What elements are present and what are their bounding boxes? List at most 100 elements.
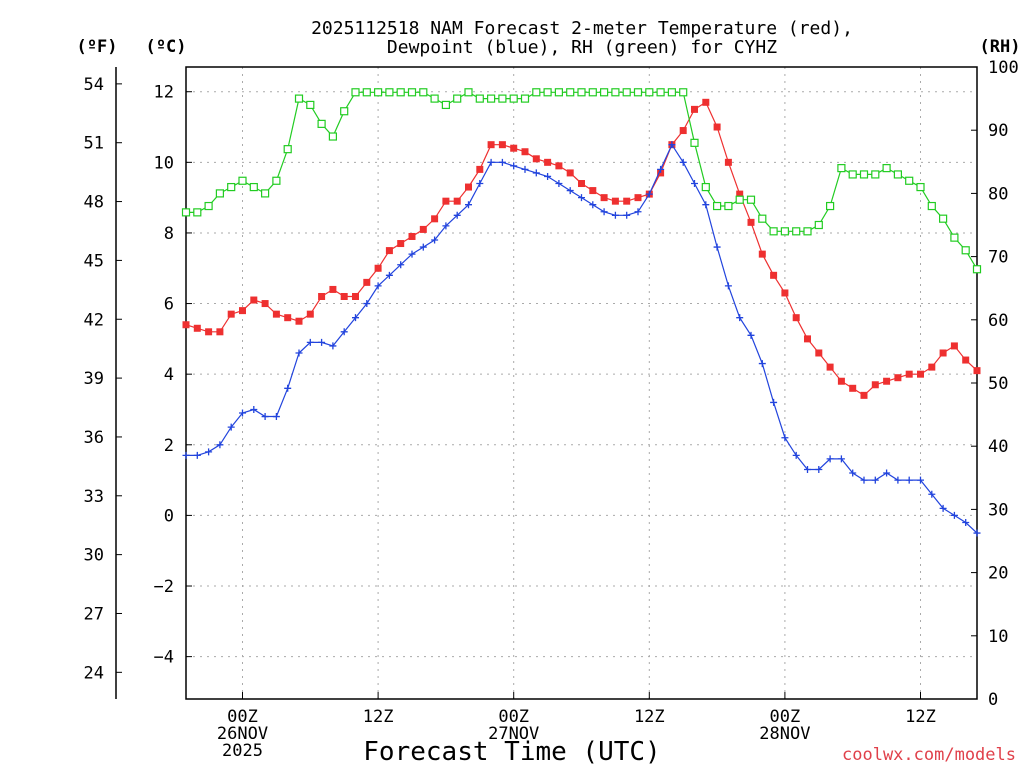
celsius-tick-label: −4: [154, 648, 174, 668]
dewpoint-point: [611, 211, 619, 219]
fahrenheit-axis: 24 27 30 33 36 39 42 45 48 51 54: [84, 67, 122, 699]
fahrenheit-unit-label: (ºF): [77, 37, 118, 57]
rh-point: [272, 176, 281, 185]
temperature-point: [962, 356, 970, 364]
rh-tick-label: 50: [988, 374, 1008, 394]
temperature-point: [453, 197, 461, 205]
rh-point: [396, 88, 405, 97]
rh-tick-label: 70: [988, 248, 1008, 268]
temperature-point: [770, 271, 778, 279]
rh-point: [294, 94, 304, 103]
dewpoint-point: [679, 158, 687, 166]
temperature-point: [736, 190, 744, 198]
temperature-point: [216, 328, 224, 336]
rh-point: [950, 233, 959, 242]
temperature-point: [397, 240, 405, 248]
temperature-point: [284, 314, 292, 322]
temperature-point: [792, 314, 800, 322]
rh-point: [441, 100, 450, 110]
rh-tick-label: 60: [988, 311, 1008, 331]
temperature-point: [532, 155, 540, 163]
rh-point: [249, 182, 258, 192]
dewpoint-point: [962, 518, 970, 526]
rh-point: [475, 94, 484, 103]
rh-point: [204, 201, 213, 211]
temperature-point: [837, 377, 845, 385]
temperature-point: [691, 105, 698, 113]
dewpoint-point: [724, 282, 732, 290]
dewpoint-point: [634, 208, 642, 216]
dewpoint-point: [826, 455, 834, 463]
dewpoint-point: [465, 201, 472, 209]
celsius-tick-label: 12: [154, 83, 174, 103]
temperature-point: [182, 321, 190, 329]
temperature-point: [973, 367, 981, 375]
dewpoint-point: [453, 211, 461, 219]
dewpoint-point: [781, 434, 789, 442]
temperature-point: [871, 381, 879, 389]
rh-point: [374, 88, 383, 97]
temperature-point: [329, 285, 337, 293]
fahrenheit-tick-label: 48: [84, 193, 104, 213]
dewpoint-point: [645, 190, 653, 198]
series-dewpoint: [182, 141, 981, 537]
dewpoint-point: [939, 504, 947, 512]
dewpoint-point: [837, 455, 845, 463]
dewpoint-point: [397, 261, 405, 269]
dewpoint-point: [374, 282, 382, 290]
time-tick-label: 00Z: [227, 707, 258, 727]
temperature-point: [487, 141, 495, 149]
rh-point: [656, 88, 665, 97]
dewpoint-point: [691, 180, 698, 188]
rh-point: [927, 201, 936, 211]
rh-point: [972, 265, 982, 274]
dewpoint-point: [227, 423, 235, 431]
rh-point: [769, 227, 778, 236]
rh-tick-label: 80: [988, 184, 1008, 204]
fahrenheit-tick-label: 33: [84, 487, 104, 507]
celsius-tick-label: 8: [164, 224, 174, 244]
dewpoint-point: [973, 529, 981, 537]
celsius-tick-label: −2: [154, 577, 174, 597]
dewpoint-point: [487, 158, 495, 166]
time-tick-label: 28NOV: [759, 724, 810, 744]
dewpoint-point: [555, 180, 563, 188]
fahrenheit-tick-label: 45: [84, 251, 104, 271]
celsius-tick-label: 0: [164, 506, 174, 526]
temperature-point: [905, 370, 913, 378]
rh-point: [893, 170, 903, 179]
dewpoint-point: [329, 342, 337, 350]
temperature-point: [363, 278, 371, 286]
rh-point: [724, 201, 733, 211]
celsius-tick-label: 4: [164, 365, 174, 385]
rh-point: [215, 189, 224, 198]
dewpoint-point: [871, 476, 879, 484]
dewpoint-point: [442, 222, 450, 230]
dewpoint-point: [905, 476, 913, 484]
rh-point: [464, 88, 473, 97]
fahrenheit-tick-label: 27: [84, 604, 104, 624]
rh-point: [837, 164, 846, 173]
temperature-point: [510, 144, 518, 152]
temperature-point: [555, 162, 563, 170]
dewpoint-point: [713, 243, 721, 251]
data-series: [181, 88, 982, 537]
x-axis-title: Forecast Time (UTC): [363, 737, 660, 767]
rh-point: [566, 88, 575, 97]
dewpoint-point: [250, 405, 258, 413]
celsius-tick-label: 2: [164, 436, 174, 456]
temperature-point: [227, 310, 235, 318]
rh-unit-label: (RH): [980, 37, 1021, 57]
fahrenheit-tick-label: 54: [84, 75, 104, 95]
temperature-point: [747, 218, 755, 226]
temperature-point: [894, 374, 902, 382]
fahrenheit-tick-label: 39: [84, 369, 104, 389]
rh-point: [882, 164, 891, 173]
dewpoint-point: [284, 384, 292, 392]
temperature-point: [578, 180, 585, 188]
plot-border: [185, 66, 978, 700]
temperature-point: [724, 158, 732, 166]
rh-point: [238, 176, 247, 185]
time-tick-label: 12Z: [363, 707, 394, 727]
dewpoint-point: [544, 172, 552, 180]
